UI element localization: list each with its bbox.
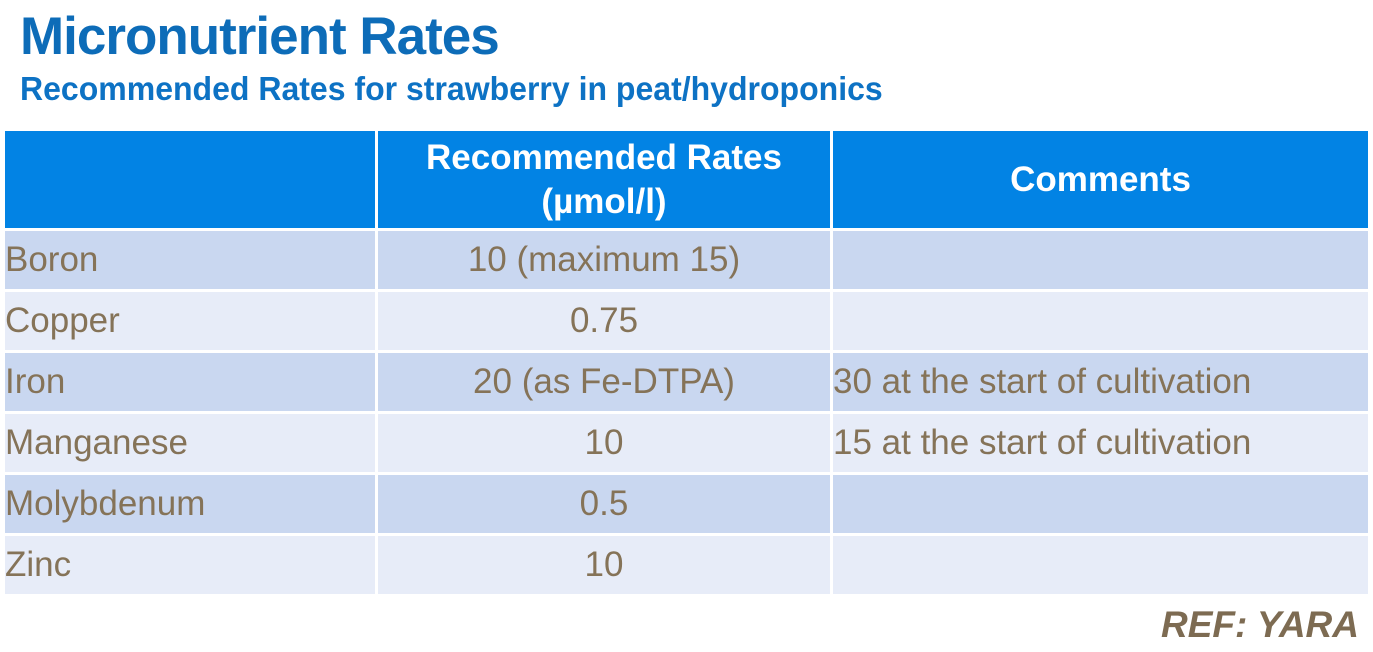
header-rates-line2: (µmol/l) [541, 181, 667, 221]
page-title: Micronutrient Rates [20, 7, 500, 66]
comment-text [833, 292, 1368, 350]
rate-value: 10 (maximum 15) [378, 231, 830, 289]
comment-text: 15 at the start of cultivation [833, 414, 1368, 472]
micronutrient-rates-table: Recommended Rates (µmol/l) Comments Boro… [2, 128, 1371, 597]
header-cell-nutrient [5, 131, 375, 228]
rate-value: 20 (as Fe-DTPA) [378, 353, 830, 411]
nutrient-name: Manganese [5, 414, 375, 472]
header-cell-comments: Comments [833, 131, 1368, 228]
page-subtitle: Recommended Rates for strawberry in peat… [20, 70, 883, 107]
table-row-molybdenum: Molybdenum 0.5 [5, 475, 1368, 533]
table-row-copper: Copper 0.75 [5, 292, 1368, 350]
reference-label: REF: YARA [1160, 604, 1359, 645]
rate-value: 10 [378, 536, 830, 594]
table-body: Boron 10 (maximum 15) Copper 0.75 Iron 2… [5, 231, 1368, 594]
comment-text [833, 475, 1368, 533]
table-row-manganese: Manganese 10 15 at the start of cultivat… [5, 414, 1368, 472]
rate-value: 0.75 [378, 292, 830, 350]
comment-text [833, 536, 1368, 594]
table-row-zinc: Zinc 10 [5, 536, 1368, 594]
table-header: Recommended Rates (µmol/l) Comments [5, 131, 1368, 228]
nutrient-name: Zinc [5, 536, 375, 594]
comment-text [833, 231, 1368, 289]
table-row-boron: Boron 10 (maximum 15) [5, 231, 1368, 289]
header-rates-line1: Recommended Rates [426, 137, 782, 177]
nutrient-name: Iron [5, 353, 375, 411]
header-cell-recommended-rates: Recommended Rates (µmol/l) [378, 131, 830, 228]
nutrient-name: Boron [5, 231, 375, 289]
rate-value: 0.5 [378, 475, 830, 533]
nutrient-name: Copper [5, 292, 375, 350]
header-row: Recommended Rates (µmol/l) Comments [5, 131, 1368, 228]
rate-value: 10 [378, 414, 830, 472]
table-row-iron: Iron 20 (as Fe-DTPA) 30 at the start of … [5, 353, 1368, 411]
nutrient-name: Molybdenum [5, 475, 375, 533]
comment-text: 30 at the start of cultivation [833, 353, 1368, 411]
